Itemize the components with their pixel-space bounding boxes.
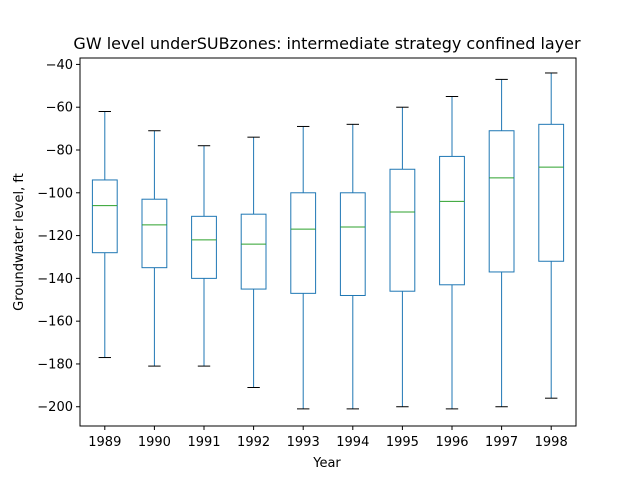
y-tick-label: −180 bbox=[37, 357, 73, 372]
x-tick-label: 1995 bbox=[386, 435, 419, 450]
box-1989 bbox=[91, 110, 118, 359]
y-tick-label: −60 bbox=[46, 101, 73, 116]
box-1995 bbox=[389, 106, 416, 408]
box-1993 bbox=[290, 125, 317, 410]
axes-frame bbox=[79, 57, 577, 427]
x-tick-label: 1990 bbox=[138, 435, 171, 450]
box-1994 bbox=[339, 123, 366, 410]
chart-title: GW level underSUBzones: intermediate str… bbox=[73, 34, 581, 53]
plot-area bbox=[91, 72, 565, 410]
x-tick-label: 1996 bbox=[435, 435, 468, 450]
y-tick-label: −80 bbox=[46, 144, 73, 159]
y-tick-label: −160 bbox=[37, 315, 73, 330]
x-tick-label: 1989 bbox=[88, 435, 121, 450]
iqr-box bbox=[488, 130, 515, 273]
y-tick-label: −120 bbox=[37, 229, 73, 244]
iqr-box bbox=[538, 123, 565, 262]
y-tick-label: −100 bbox=[37, 186, 73, 201]
iqr-box bbox=[91, 179, 118, 254]
y-tick-label: −40 bbox=[46, 58, 73, 73]
box-1992 bbox=[240, 136, 267, 388]
y-tick-label: −200 bbox=[37, 400, 73, 415]
box-1996 bbox=[439, 96, 465, 410]
box-1997 bbox=[488, 78, 515, 408]
iqr-box bbox=[389, 168, 416, 292]
x-axis-title: Year bbox=[312, 456, 341, 471]
box-1998 bbox=[538, 72, 565, 399]
x-axis: 1989 1990 1991 1992 1993 1994 1995 1996 1997 1998 bbox=[88, 426, 568, 450]
x-tick-label: 1991 bbox=[187, 435, 220, 450]
iqr-box bbox=[191, 215, 217, 279]
x-tick-label: 1992 bbox=[237, 435, 270, 450]
iqr-box bbox=[141, 198, 168, 269]
box-1991 bbox=[191, 145, 217, 367]
x-tick-label: 1994 bbox=[336, 435, 369, 450]
x-tick-label: 1993 bbox=[287, 435, 320, 450]
y-axis: −200 −180 −160 −140 −120 −100 −80 −60 −40 bbox=[37, 58, 80, 415]
iqr-box bbox=[290, 192, 317, 294]
iqr-box bbox=[439, 155, 465, 286]
box-1990 bbox=[141, 130, 168, 367]
y-tick-label: −140 bbox=[37, 272, 73, 287]
x-tick-label: 1997 bbox=[485, 435, 518, 450]
iqr-box bbox=[240, 213, 267, 290]
iqr-box bbox=[339, 192, 366, 296]
x-tick-label: 1998 bbox=[535, 435, 568, 450]
y-axis-title: Groundwater level, ft bbox=[12, 173, 27, 311]
